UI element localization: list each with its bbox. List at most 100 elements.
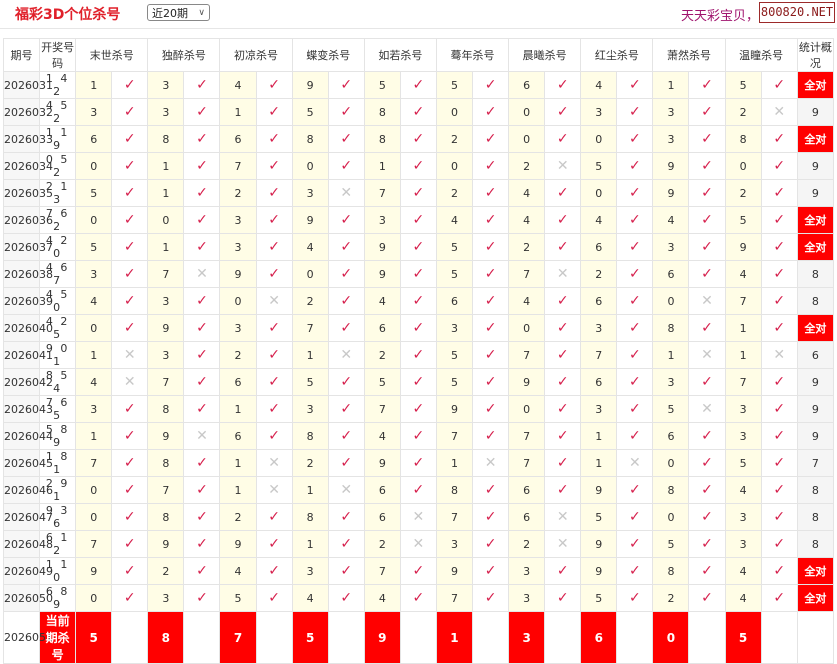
check-icon: ✓ bbox=[183, 125, 221, 153]
check-icon: ✓ bbox=[760, 233, 798, 261]
kill-number-cell: 8 bbox=[291, 125, 329, 153]
brand-domain-link[interactable]: 800820.NET bbox=[759, 2, 835, 23]
stat-cell: 全对 bbox=[796, 557, 835, 585]
check-icon: ✓ bbox=[472, 260, 510, 288]
cross-icon: ✕ bbox=[327, 341, 365, 369]
check-icon: ✓ bbox=[111, 314, 149, 342]
check-icon: ✓ bbox=[255, 368, 293, 396]
kill-number-cell: 3 bbox=[147, 98, 185, 126]
check-icon: ✓ bbox=[688, 233, 726, 261]
kill-number-cell: 6 bbox=[363, 503, 401, 531]
empty-cell bbox=[327, 611, 365, 664]
kill-number-cell: 6 bbox=[652, 422, 690, 450]
check-icon: ✓ bbox=[472, 368, 510, 396]
period-cell: 2026036 bbox=[2, 206, 53, 234]
check-icon: ✓ bbox=[760, 206, 798, 234]
check-icon: ✓ bbox=[616, 98, 654, 126]
check-icon: ✓ bbox=[616, 530, 654, 558]
check-icon: ✓ bbox=[399, 260, 437, 288]
table-row: 2026038 4 6 7 3 ✓ 7 ✕ 9 ✓ 0 ✓ 9 ✓ 5 ✓ 7 ✕ 2 ✓ 6 ✓ 4 ✓ 8 bbox=[2, 260, 835, 288]
check-icon: ✓ bbox=[111, 503, 149, 531]
kill-number-cell: 1 bbox=[291, 476, 329, 504]
kill-number-cell: 0 bbox=[219, 287, 257, 315]
kill-number-cell: 9 bbox=[652, 152, 690, 180]
check-icon: ✓ bbox=[688, 260, 726, 288]
kill-number-cell: 9 bbox=[363, 260, 401, 288]
check-icon: ✓ bbox=[255, 557, 293, 585]
kill-number-cell: 6 bbox=[580, 368, 618, 396]
check-icon: ✓ bbox=[111, 557, 149, 585]
column-header: 如若杀号 bbox=[363, 38, 437, 72]
check-icon: ✓ bbox=[327, 422, 365, 450]
table-row: 2026039 4 5 0 4 ✓ 3 ✓ 0 ✕ 2 ✓ 4 ✓ 6 ✓ 4 ✓ 6 ✓ 0 ✕ 7 ✓ 8 bbox=[2, 287, 835, 315]
check-icon: ✓ bbox=[111, 530, 149, 558]
current-kill-number: 5 bbox=[75, 611, 113, 664]
empty-cell bbox=[255, 611, 293, 664]
check-icon: ✓ bbox=[688, 314, 726, 342]
cross-icon: ✕ bbox=[255, 287, 293, 315]
kill-number-cell: 0 bbox=[580, 125, 618, 153]
check-icon: ✓ bbox=[111, 125, 149, 153]
kill-number-cell: 5 bbox=[75, 233, 113, 261]
kill-number-cell: 3 bbox=[75, 260, 113, 288]
kill-number-cell: 2 bbox=[219, 341, 257, 369]
kill-number-cell: 9 bbox=[75, 557, 113, 585]
check-icon: ✓ bbox=[327, 557, 365, 585]
table-row: 2026040 4 2 5 0 ✓ 9 ✓ 3 ✓ 7 ✓ 6 ✓ 3 ✓ 0 ✓ 3 ✓ 8 ✓ 1 ✓ 全对 bbox=[2, 314, 835, 342]
kill-number-cell: 6 bbox=[580, 233, 618, 261]
stat-cell: 全对 bbox=[796, 71, 835, 99]
draw-number-cell: 1 8 1 bbox=[39, 449, 77, 477]
check-icon: ✓ bbox=[399, 584, 437, 612]
kill-number-cell: 8 bbox=[147, 395, 185, 423]
check-icon: ✓ bbox=[760, 314, 798, 342]
check-icon: ✓ bbox=[183, 530, 221, 558]
period-cell: 2026038 bbox=[2, 260, 53, 288]
check-icon: ✓ bbox=[544, 98, 582, 126]
check-icon: ✓ bbox=[183, 314, 221, 342]
kill-number-cell: 6 bbox=[363, 476, 401, 504]
check-icon: ✓ bbox=[327, 449, 365, 477]
table-row: 2026032 4 5 2 3 ✓ 3 ✓ 1 ✓ 5 ✓ 8 ✓ 0 ✓ 0 ✓ 3 ✓ 3 ✓ 2 ✕ 9 bbox=[2, 98, 835, 126]
stat-cell: 9 bbox=[796, 152, 835, 180]
cross-icon: ✕ bbox=[255, 476, 293, 504]
check-icon: ✓ bbox=[472, 476, 510, 504]
kill-number-cell: 0 bbox=[508, 125, 546, 153]
column-header: 期号 bbox=[2, 38, 41, 72]
kill-number-cell: 7 bbox=[147, 260, 185, 288]
check-icon: ✓ bbox=[472, 584, 510, 612]
kill-number-cell: 2 bbox=[435, 125, 474, 153]
kill-number-cell: 7 bbox=[435, 584, 474, 612]
current-period-row: 2026051 当前期杀号 5 8 7 5 9 1 3 6 0 5 bbox=[2, 611, 835, 664]
stat-cell: 全对 bbox=[796, 233, 835, 261]
kill-number-cell: 9 bbox=[724, 233, 762, 261]
range-select[interactable]: 近20期 ∨ bbox=[147, 4, 210, 21]
kill-number-cell: 3 bbox=[291, 395, 329, 423]
check-icon: ✓ bbox=[183, 449, 221, 477]
check-icon: ✓ bbox=[760, 530, 798, 558]
kill-number-cell: 3 bbox=[580, 395, 618, 423]
check-icon: ✓ bbox=[327, 584, 365, 612]
check-icon: ✓ bbox=[327, 530, 365, 558]
check-icon: ✓ bbox=[616, 233, 654, 261]
kill-number-cell: 2 bbox=[219, 179, 257, 207]
kill-number-cell: 1 bbox=[435, 449, 474, 477]
kill-number-cell: 5 bbox=[435, 233, 474, 261]
cross-icon: ✕ bbox=[688, 341, 726, 369]
check-icon: ✓ bbox=[183, 584, 221, 612]
check-icon: ✓ bbox=[760, 503, 798, 531]
check-icon: ✓ bbox=[327, 233, 365, 261]
check-icon: ✓ bbox=[544, 206, 582, 234]
check-icon: ✓ bbox=[472, 287, 510, 315]
check-icon: ✓ bbox=[255, 71, 293, 99]
check-icon: ✓ bbox=[399, 206, 437, 234]
kill-number-cell: 0 bbox=[724, 152, 762, 180]
check-icon: ✓ bbox=[472, 125, 510, 153]
kill-number-cell: 2 bbox=[724, 179, 762, 207]
check-icon: ✓ bbox=[111, 422, 149, 450]
check-icon: ✓ bbox=[255, 233, 293, 261]
cross-icon: ✕ bbox=[183, 422, 221, 450]
period-cell: 2026033 bbox=[2, 125, 53, 153]
empty-cell bbox=[544, 611, 582, 664]
kill-number-cell: 9 bbox=[580, 530, 618, 558]
kill-number-cell: 4 bbox=[580, 71, 618, 99]
